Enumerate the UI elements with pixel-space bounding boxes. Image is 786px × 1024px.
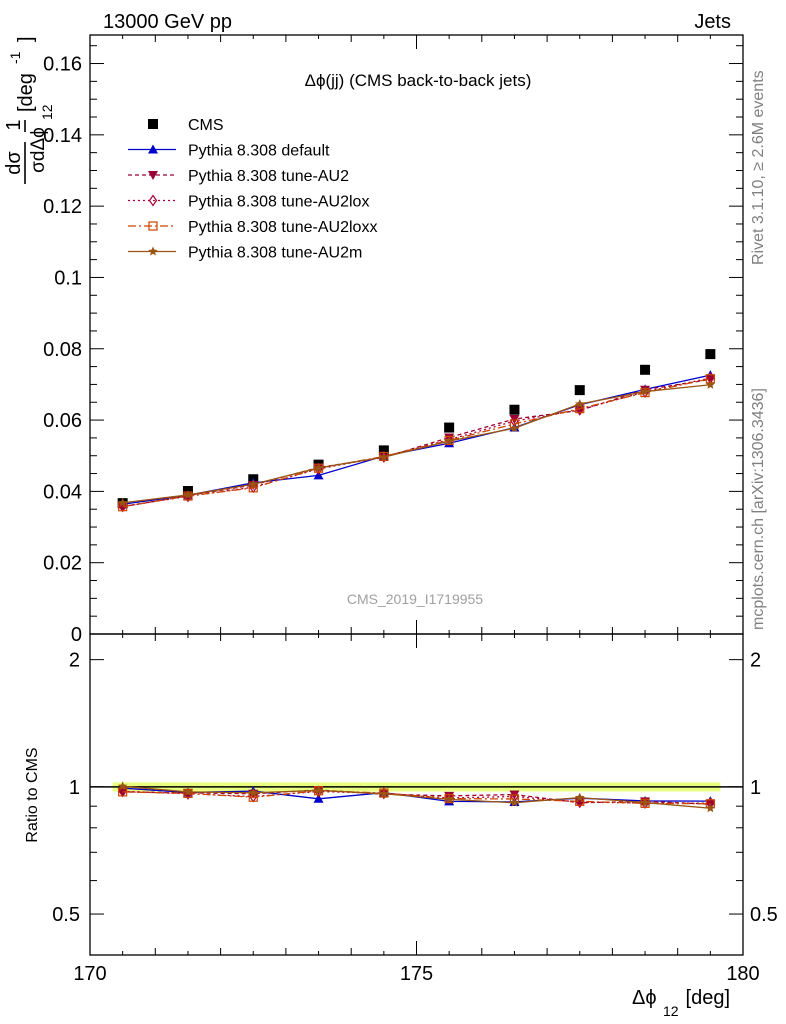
x-label-main: Δϕ <box>632 987 657 1009</box>
legend-label: Pythia 8.308 tune-AU2 <box>188 168 349 185</box>
y-tick-label: 0.1 <box>54 267 82 289</box>
data-point <box>378 445 389 456</box>
data-point <box>444 436 454 446</box>
plot-title: Δϕ(jj) (CMS back-to-back jets) <box>305 71 532 90</box>
ratio-data-point <box>313 785 324 795</box>
data-point <box>640 364 651 375</box>
data-point <box>379 450 389 463</box>
ratio-data-point <box>183 786 193 796</box>
ratio-data-point <box>705 803 716 813</box>
ratio-data-point <box>509 797 520 807</box>
ratio-series-line <box>122 785 711 809</box>
y-tick-label: 0.04 <box>43 481 82 503</box>
data-point <box>444 422 455 433</box>
header-right: Jets <box>694 11 731 33</box>
legend-label: Pythia 8.308 tune-AU2m <box>188 245 362 262</box>
x-label-unit: [deg] <box>680 987 730 1009</box>
legend-label: Pythia 8.308 default <box>188 143 330 160</box>
legend: CMS Pythia 8.308 default Pythia 8.308 tune… <box>128 117 377 262</box>
data-point <box>509 423 520 433</box>
y-label-unit-close: ] <box>15 36 37 42</box>
data-point <box>117 497 128 507</box>
data-point <box>705 349 716 360</box>
legend-marker <box>148 246 158 256</box>
data-point <box>574 385 585 396</box>
legend-label: Pythia 8.308 tune-AU2lox <box>188 194 369 211</box>
ratio-y-tick-label: 0.5 <box>52 904 80 926</box>
ratio-y-tick-label-right: 0.5 <box>750 904 778 926</box>
ratio-data-point <box>379 788 389 798</box>
y-tick-label: 0 <box>71 624 82 646</box>
main-panel-series <box>117 349 716 513</box>
mcplots-text: mcplots.cern.ch [arXiv:1306.3436] <box>750 388 767 630</box>
data-point <box>248 479 259 489</box>
header-left: 13000 GeV pp <box>103 11 232 33</box>
y-tick-label: 0.12 <box>43 196 82 218</box>
ratio-y-tick-label-right: 1 <box>750 777 761 799</box>
series-line <box>122 378 711 508</box>
x-tick-label: 170 <box>73 963 106 985</box>
data-point <box>183 489 193 499</box>
y-tick-label: 0.14 <box>43 125 82 147</box>
data-point <box>509 404 520 415</box>
data-point <box>379 452 389 462</box>
y-tick-label: 0.08 <box>43 339 82 361</box>
ratio-data-point <box>640 797 650 807</box>
ratio-panel-series <box>117 781 716 813</box>
x-label-subscript: 12 <box>663 1003 679 1019</box>
y-label-numerator: dσ <box>3 151 25 175</box>
x-axis-label: Δϕ 12 [deg] <box>632 987 730 1019</box>
ratio-data-point <box>313 793 324 803</box>
y-axis-label: 1 dσ σdΔϕ 12 [deg -1 ] <box>3 36 55 184</box>
data-point <box>574 399 585 409</box>
ratio-series-line <box>122 790 711 804</box>
legend-marker <box>148 194 158 207</box>
series-line <box>122 374 711 505</box>
ratio-data-point <box>248 787 259 797</box>
ratio-y-tick-label: 2 <box>69 650 80 672</box>
legend-label: CMS <box>188 117 224 134</box>
y-tick-label: 0.16 <box>43 54 82 76</box>
ratio-axis-label: Ratio to CMS <box>24 747 41 842</box>
y-tick-label: 0.02 <box>43 553 82 575</box>
rivet-version-text: Rivet 3.1.10, ≥ 2.6M events <box>750 70 767 265</box>
watermark-analysis-id: CMS_2019_I1719955 <box>347 591 483 607</box>
axes-frame: 170 175 180 0 0.02 0.04 0.06 0.08 0.1 0.12 0.14 0.1… <box>43 34 778 985</box>
y-label-subscript: 12 <box>39 104 55 120</box>
y-tick-label: 0.06 <box>43 410 82 432</box>
series-line <box>122 378 711 508</box>
ratio-data-point <box>574 792 585 802</box>
legend-marker <box>148 221 158 231</box>
legend-marker <box>148 144 158 154</box>
ratio-series-line <box>122 790 711 805</box>
series-line <box>122 384 711 504</box>
x-tick-label: 175 <box>400 963 433 985</box>
y-label-denominator: σdΔϕ <box>28 127 49 173</box>
ratio-y-tick-label: 1 <box>69 777 80 799</box>
y-label-prefix: 1 <box>3 119 25 130</box>
ratio-y-tick-label-right: 2 <box>750 650 761 672</box>
ratio-reference-band <box>90 782 743 792</box>
data-point <box>705 379 716 389</box>
x-tick-label: 180 <box>726 963 759 985</box>
legend-marker <box>148 171 158 180</box>
y-label-unit-exponent: -1 <box>7 51 23 64</box>
data-point <box>313 462 324 472</box>
ratio-data-point <box>379 787 389 800</box>
legend-label: Pythia 8.308 tune-AU2loxx <box>188 219 377 236</box>
legend-marker <box>148 119 158 129</box>
ratio-data-point <box>444 794 454 804</box>
y-label-unit: [deg <box>15 73 37 112</box>
data-point <box>640 386 650 396</box>
ratio-data-point <box>117 781 128 791</box>
